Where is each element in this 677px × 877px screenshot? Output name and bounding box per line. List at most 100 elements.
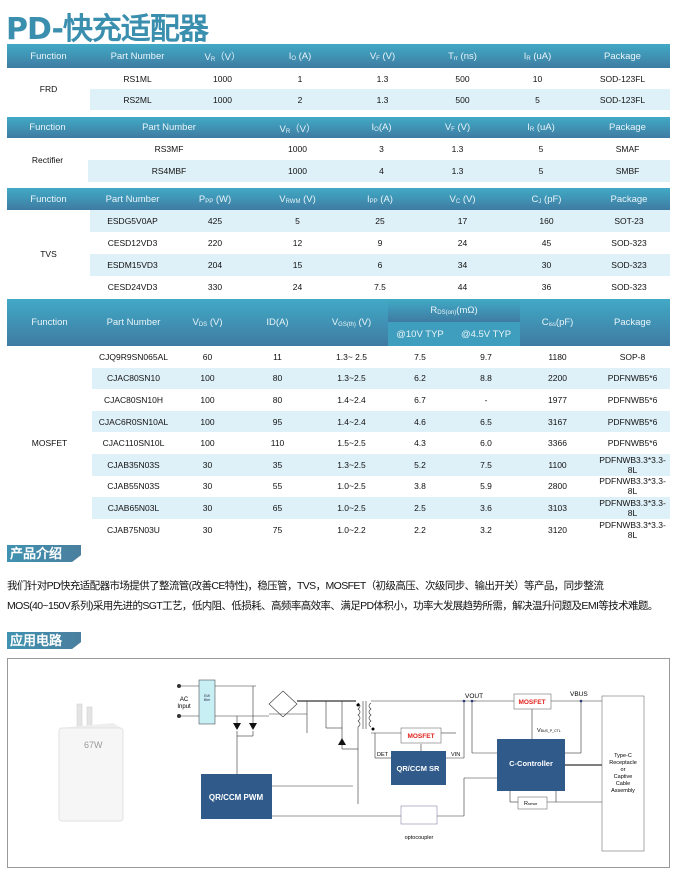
table-row: CESD12VD3 220 12 9 24 45 SOD-323 [7, 232, 670, 254]
column-header: Part Number [90, 188, 175, 210]
value-cell: PDFNWB5*6 [595, 410, 671, 433]
value-cell: 80 [240, 367, 315, 390]
value-cell: 500 [455, 73, 470, 84]
value-cell: - [484, 394, 488, 405]
value-cell: 44 [457, 282, 468, 292]
part-number-cell: ESDG5V0AP [90, 210, 175, 232]
value-cell: PDFNWB5*6 [595, 367, 671, 390]
column-subheader: @4.5V TYP [452, 322, 521, 346]
part-number-cell: CJAC110SN10L [102, 438, 165, 449]
value-cell: 1180 [548, 351, 567, 362]
value-cell: 6.7 [414, 394, 426, 405]
value-cell: 2.2 [414, 524, 426, 535]
value-cell: PDFNWB3.3*3.3-8L [595, 453, 671, 476]
value-cell: 5 [255, 210, 340, 232]
column-header: VR（V） [185, 44, 260, 68]
output-mosfet-block: MOSFET [513, 693, 552, 710]
value-cell: 36 [541, 282, 552, 292]
column-header: IO(A) [345, 117, 418, 138]
column-header: VGS(th) (V) [315, 299, 388, 346]
table-row: CJAB75N03U 30 75 1.0~2.2 2.2 3.2 3120 PDFNWB3.3… [7, 519, 670, 541]
value-cell: 15 [255, 254, 340, 276]
value-cell: 2.5 [388, 497, 452, 519]
value-cell: 9.7 [480, 351, 492, 362]
column-header: Package [588, 188, 670, 210]
column-header: Package [595, 299, 671, 346]
value-cell: 1.3~ 2.5 [336, 351, 367, 362]
value-cell: 5 [500, 89, 575, 110]
column-header: VR（V） [250, 117, 345, 138]
value-cell: 5 [538, 144, 544, 154]
part-number-cell: RS1ML [123, 73, 152, 84]
column-header: Part Number [90, 44, 185, 68]
value-cell: 3.8 [414, 481, 426, 492]
type-c-block: Type-C Receptacle or Captive Cable Assembly [601, 695, 645, 852]
value-cell: 4.3 [414, 438, 426, 449]
value-cell: 30 [505, 254, 588, 276]
value-cell: 1.0~2.5 [337, 481, 366, 492]
svg-text:Rsence: Rsence [524, 801, 537, 807]
application-circuit-diagram: 67W AC Input EMI filter QR/CCM PWM MOSFET … [7, 658, 670, 868]
value-cell: 95 [240, 410, 315, 433]
value-cell: 100 [200, 438, 215, 449]
page-title: PD-快充适配器 [6, 12, 209, 47]
column-header: Function [7, 117, 88, 138]
value-cell: 1100 [520, 453, 596, 476]
value-cell: SOD-123FL [599, 73, 646, 84]
value-cell: 10 [532, 73, 543, 84]
value-cell: 1.3~2.5 [315, 367, 388, 390]
part-number-cell: CJAB65N03L [92, 497, 175, 519]
column-header: Package [575, 44, 670, 68]
value-cell: 30 [202, 524, 213, 535]
value-cell: 425 [175, 210, 255, 232]
value-cell: 12 [292, 238, 303, 248]
ac-input-label: AC Input [177, 697, 191, 710]
value-cell: 34 [420, 254, 505, 276]
value-cell: 1.3 [340, 89, 425, 110]
value-cell: 7.5 [374, 282, 386, 292]
value-cell: 1977 [548, 394, 567, 405]
value-cell: 24 [457, 238, 468, 248]
value-cell: 3366 [548, 438, 567, 449]
function-cell: MOSFET [7, 346, 92, 541]
table-row: CJAC110SN10L 100 110 1.5~2.5 4.3 6.0 3366 PDFNW… [7, 432, 670, 454]
value-cell: 220 [207, 238, 223, 248]
vin-label: VIN [451, 752, 460, 758]
value-cell: PDFNWB5*6 [607, 438, 658, 449]
value-cell: SOD-323 [611, 282, 647, 292]
function-cell: TVS [7, 210, 90, 298]
part-number-cell: RS3MF [154, 144, 184, 154]
tvs-table: Function Part Number PPP (W) VRWM (V) IPP (A… [7, 188, 670, 298]
intro-text-line2: MOS(40~150V系列)采用先进的SGT工艺，低内阻、低损耗、高频率高效率、… [7, 600, 658, 612]
value-cell: 1.4~2.4 [337, 394, 366, 405]
value-cell: 1.3~2.5 [315, 453, 388, 476]
part-number-cell: ESDM15VD3 [90, 254, 175, 276]
value-cell: 9 [377, 238, 383, 248]
part-number-cell: CJAB35N03S [92, 453, 175, 476]
table-row: FRD RS1ML 1000 1 1.3 500 10 SOD-123FL [7, 68, 670, 110]
value-cell: 100 [175, 367, 240, 390]
emi-filter-block: EMI filter [198, 679, 216, 725]
sr-block: QR/CCM SR [391, 751, 446, 785]
value-cell: 330 [207, 282, 223, 292]
value-cell: 4 [345, 160, 418, 182]
value-cell: 1.3 [418, 160, 497, 182]
sr-mosfet-block: MOSFET [400, 727, 442, 744]
value-cell: 7.5 [414, 351, 426, 362]
table-row: RS4MBF 1000 4 1.3 5 SMBF [7, 160, 670, 182]
part-number-cell: RS2ML [90, 89, 185, 110]
column-header: PPP (W) [175, 188, 255, 210]
value-cell: 30 [175, 453, 240, 476]
value-cell: 5.9 [480, 481, 492, 492]
table-row: CJAB55N03S 30 55 1.0~2.5 3.8 5.9 2800 PDFNWB3.3… [7, 476, 670, 498]
value-cell: 100 [175, 410, 240, 433]
vout-label: VOUT [465, 693, 483, 700]
value-cell: 4.6 [388, 410, 452, 433]
part-number-cell: CJAB75N03U [107, 524, 160, 535]
value-cell: 5.2 [388, 453, 452, 476]
value-cell: 75 [272, 524, 283, 535]
value-cell: 80 [272, 394, 283, 405]
vbus-label: VBUS [570, 691, 588, 698]
charger-wattage: 67W [84, 740, 103, 750]
